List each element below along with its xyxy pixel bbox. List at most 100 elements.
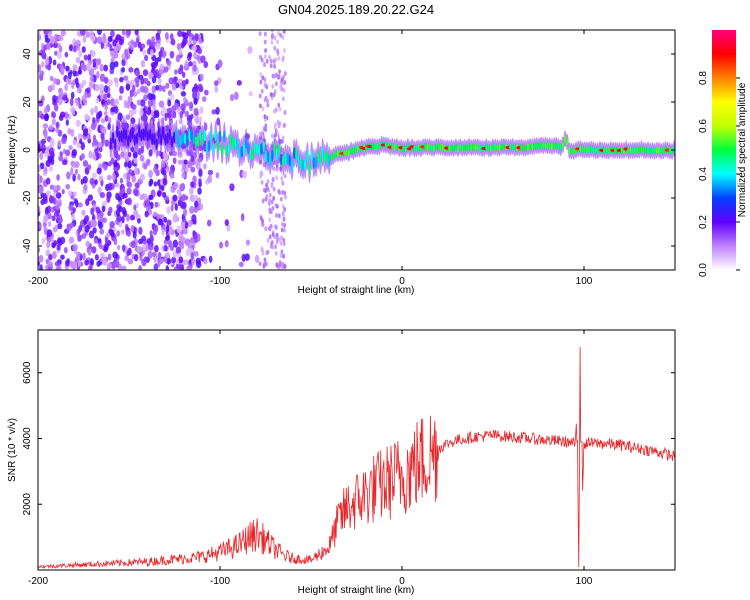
spectrogram-noise-cell [178, 118, 183, 125]
spectrogram-noise-cell [281, 211, 285, 216]
spectrogram-noise-cell [121, 53, 126, 60]
spectrogram-noise-cell [45, 159, 51, 167]
spectrogram-noise-cell [187, 241, 193, 250]
spectrogram-noise-cell [277, 188, 281, 194]
spectrogram-noise-cell [105, 232, 110, 239]
spectrogram-noise-cell [195, 260, 202, 269]
spectrogram-noise-cell [115, 259, 120, 267]
spectrogram-ridge-cell [393, 143, 396, 151]
spectrogram-noise-cell [280, 265, 284, 270]
spectrogram-noise-cell [271, 176, 275, 182]
spectrogram-noise-cell [78, 66, 82, 75]
spectrogram-ridge-cell [109, 137, 113, 150]
spectrogram-noise-cell [40, 199, 46, 206]
spectrogram-noise-cell [163, 244, 168, 252]
spectrogram-noise-cell [283, 71, 287, 76]
spectrogram-noise-cell [38, 30, 41, 34]
spectrogram-noise-cell [140, 78, 145, 85]
spectrogram-noise-cell [95, 58, 102, 66]
spectrogram-noise-cell [281, 135, 285, 141]
spectrogram-ridge-cell [210, 130, 213, 143]
spectrogram-noise-cell [201, 96, 207, 102]
spectrogram-noise-cell [190, 166, 196, 173]
spectrogram-ridge-cell [629, 147, 632, 155]
spectrogram-noise-cell [124, 255, 129, 262]
spectrogram-ridge-cell [247, 142, 250, 155]
spectrogram-noise-cell [87, 54, 92, 62]
spectrogram-noise-cell [68, 236, 75, 244]
spectrogram-ridge-cell [633, 146, 637, 154]
spectrogram-noise-cell [190, 252, 195, 260]
spectrogram-noise-cell [60, 254, 65, 260]
spectrogram-noise-cell [159, 218, 164, 226]
spectrogram-ridge-cell [448, 144, 451, 152]
spectrogram-ridge-cell [537, 142, 541, 150]
spectrogram-noise-cell [281, 204, 285, 209]
spectrogram-ridge-cell [175, 128, 178, 141]
spectrogram-noise-cell [270, 133, 274, 139]
snr-panel: -200 -100 0 100 2000 4000 6000 Height of stra… [7, 329, 676, 596]
spectrogram-noise-cell [165, 224, 170, 233]
spectrogram-noise-cell [84, 259, 90, 266]
spectrogram-ridge-cell [177, 136, 180, 149]
spectrogram-noise-cell [51, 111, 57, 119]
spectrogram-noise-cell [40, 61, 45, 68]
spectrogram-ridge-cell [127, 134, 130, 147]
spectrogram-ridge-cell [415, 144, 418, 152]
spectrogram-noise-cell [107, 122, 111, 131]
spectrogram-noise-cell [133, 188, 139, 196]
spectrogram-y-tick-label: 20 [22, 96, 33, 108]
spectrogram-noise-cell [109, 220, 115, 228]
spectrogram-noise-cell [182, 163, 187, 170]
spectrogram-noise-cell [191, 45, 197, 52]
spectrogram-ridge-cell [249, 149, 252, 162]
spectrogram-noise-cell [97, 186, 102, 195]
spectrogram-noise-cell [191, 258, 196, 266]
spectrogram-ridge-cell [284, 152, 287, 165]
spectrogram-noise-cell [144, 54, 149, 62]
spectrogram-noise-cell [168, 77, 175, 85]
spectrogram-ridge-cell [570, 147, 573, 155]
spectrogram-noise-cell [86, 87, 91, 94]
spectrogram-noise-cell [184, 110, 190, 118]
spectrogram-noise-cell [100, 127, 106, 134]
spectrogram-ridge-cell [472, 143, 475, 151]
spectrogram-ridge-cell [137, 126, 141, 139]
spectrogram-noise-cell [82, 128, 89, 137]
spectrogram-noise-cell [193, 205, 199, 214]
spectrogram-noise-cell [270, 30, 274, 33]
spectrogram-noise-cell [274, 122, 277, 128]
spectrogram-noise-cell [57, 237, 62, 244]
spectrogram-ridge-cell [223, 130, 226, 143]
spectrogram-noise-cell [151, 36, 156, 42]
spectrogram-noise-cell [127, 258, 134, 265]
spectrogram-noise-cell [203, 89, 209, 96]
spectrogram-noise-cell [283, 190, 287, 196]
spectrogram-noise-cell [157, 190, 162, 198]
spectrogram-noise-cell [187, 51, 193, 58]
spectrogram-noise-cell [275, 262, 279, 268]
spectrogram-noise-cell [133, 167, 140, 176]
spectrogram-noise-cell [135, 37, 140, 44]
spectrogram-noise-cell [166, 59, 172, 66]
spectrogram-noise-cell [172, 157, 177, 165]
spectrogram-ridge-cell [192, 132, 195, 145]
spectrogram-noise-cell [103, 85, 109, 94]
spectrogram-noise-cell [269, 58, 273, 64]
spectrogram-noise-cell [102, 257, 108, 266]
spectrogram-ridge-cell [550, 143, 554, 151]
spectrogram-noise-cell [75, 199, 79, 208]
spectrogram-noise-cell [179, 264, 185, 270]
spectrogram-ridge-cell [413, 145, 416, 153]
spectrogram-noise-cell [80, 178, 84, 185]
spectrogram-noise-cell [71, 213, 75, 222]
spectrogram-ridge-cell [140, 129, 143, 142]
spectrogram-noise-cell [283, 222, 287, 228]
spectrogram-noise-cell [153, 69, 160, 77]
spectrogram-noise-cell [203, 163, 207, 170]
spectrogram-noise-cell [138, 238, 144, 245]
spectrogram-noise-cell [179, 242, 185, 250]
spectrogram-noise-cell [229, 93, 235, 102]
spectrogram-noise-cell [70, 167, 74, 176]
spectrogram-noise-cell [266, 102, 270, 108]
